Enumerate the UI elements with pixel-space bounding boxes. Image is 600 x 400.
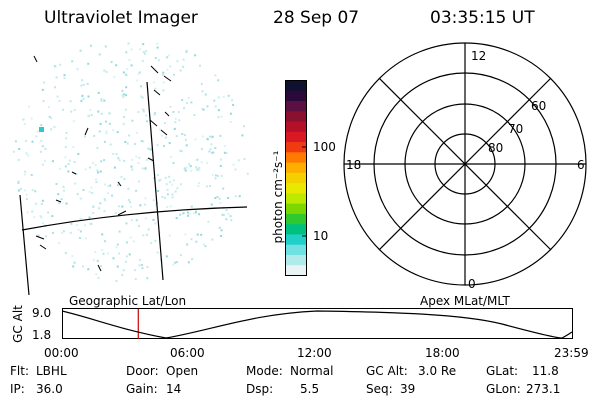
mlt-label-12: 12 [471, 49, 486, 63]
xtick-0000: 00:00 [44, 346, 79, 360]
colorbar-tick-100: 100 [313, 140, 336, 154]
gcalt-value: 3.0 Re [418, 364, 457, 378]
xtick-0600: 06:00 [170, 346, 205, 360]
latitude-line [21, 206, 248, 231]
polar-diagonal-2 [378, 77, 552, 251]
lat-label-80: 80 [488, 141, 503, 155]
lat-label-60: 60 [531, 99, 546, 113]
mlt-label-18: 18 [346, 158, 361, 172]
mode-value: Normal [290, 364, 334, 378]
gain-value: 14 [166, 382, 182, 396]
mlt-label-6: 6 [577, 158, 585, 172]
xtick-1800: 18:00 [425, 346, 460, 360]
colorbar [285, 80, 307, 276]
glat-label: GLat: [486, 364, 519, 378]
door-value: Open [166, 364, 199, 378]
altitude-curve [62, 310, 573, 339]
uvi-image-panel [12, 42, 249, 295]
altitude-timeline [62, 308, 573, 339]
flt-label: Flt: [10, 364, 29, 378]
xtick-2359: 23:59 [554, 346, 589, 360]
apex-label: Apex MLat/MLT [420, 294, 510, 308]
coastline-fragments [33, 55, 172, 272]
glon-value: 273.1 [526, 382, 561, 396]
colorbar-tick-10: 10 [313, 229, 329, 243]
ytick-1.8: 1.8 [32, 328, 52, 342]
time-label: 03:35:15 UT [430, 8, 535, 28]
glat-value: 11.8 [532, 364, 559, 378]
dsp-label: Dsp: [246, 382, 274, 396]
seq-value: 39 [400, 382, 416, 396]
gcalt-axis-title: GC Alt [11, 305, 25, 343]
colorbar-unit-label: photon cm⁻²s⁻¹ [271, 150, 285, 244]
xtick-1200: 12:00 [297, 346, 332, 360]
geographic-label: Geographic Lat/Lon [69, 294, 187, 308]
instrument-title: Ultraviolet Imager [44, 8, 198, 28]
ytick-9: 9.0 [32, 306, 52, 320]
dsp-value: 5.5 [300, 382, 320, 396]
date-label: 28 Sep 07 [273, 8, 360, 28]
meridian-line-right [146, 81, 164, 281]
gcalt-label: GC Alt: [366, 364, 408, 378]
ip-value: 36.0 [36, 382, 63, 396]
lat-label-70: 70 [508, 122, 523, 136]
gain-label: Gain: [126, 382, 158, 396]
polar-plot: 12 0 18 6 60 70 80 [343, 42, 587, 290]
uvi-emission-speckles [12, 42, 249, 282]
timeline-frame [62, 308, 573, 339]
ip-label: IP: [10, 382, 25, 396]
meridian-line-left [19, 194, 30, 295]
seq-label: Seq: [366, 382, 393, 396]
mode-label: Mode: [246, 364, 283, 378]
door-label: Door: [126, 364, 159, 378]
mlt-label-0: 0 [468, 277, 476, 290]
glon-label: GLon: [486, 382, 521, 396]
flt-value: LBHL [36, 364, 67, 378]
